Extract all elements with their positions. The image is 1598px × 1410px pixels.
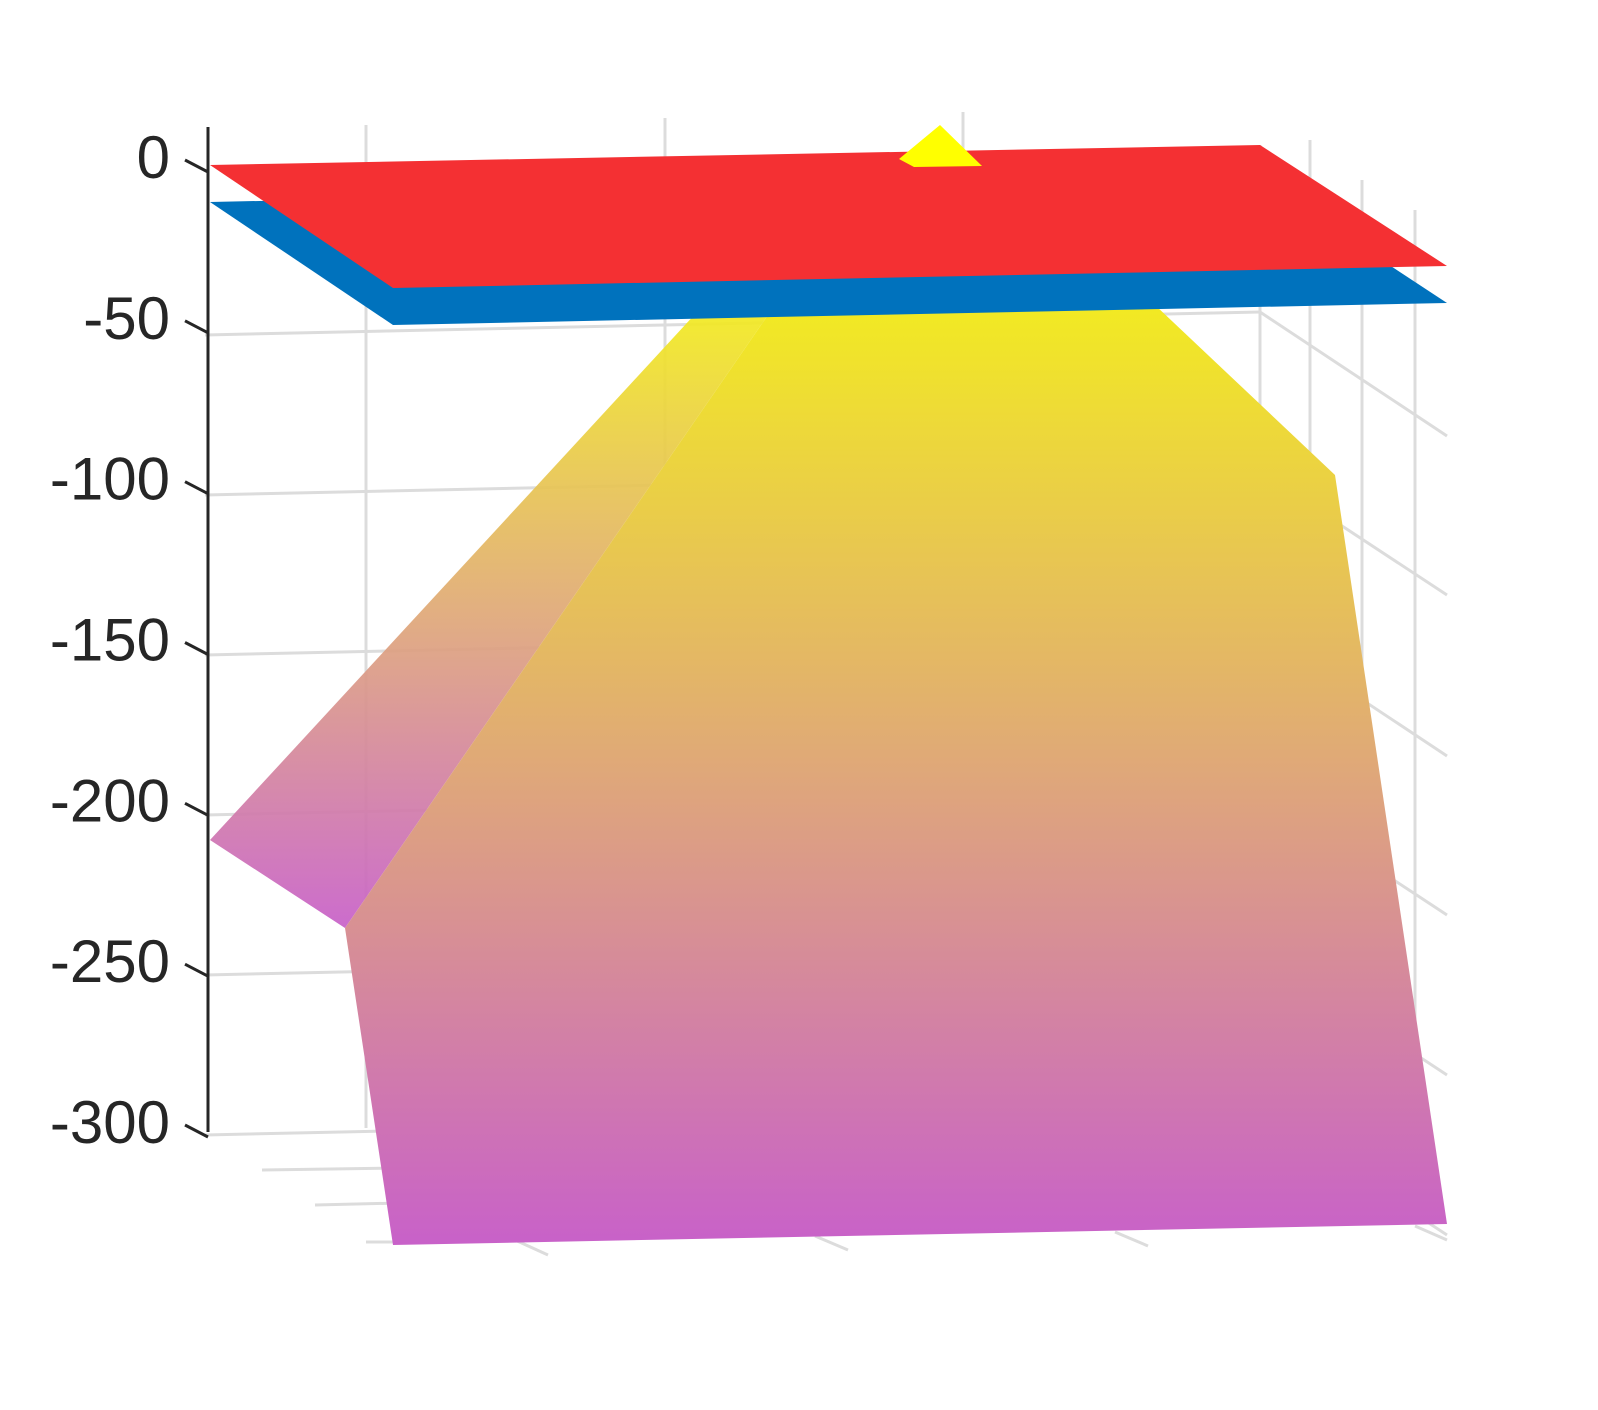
grid-line: [514, 1238, 549, 1257]
z-tick-mark: [184, 319, 209, 335]
grid-line: [814, 1234, 849, 1252]
z-ticks: 0 -50 -100 -150 -200 -250 -300: [50, 124, 209, 1156]
z-tick-label: -250: [50, 928, 170, 995]
z-tick-label: -200: [50, 767, 170, 834]
grid-line: [314, 1201, 401, 1207]
z-tick-mark: [184, 962, 209, 978]
z-tick-label: -150: [50, 607, 170, 674]
grid-line: [261, 1166, 401, 1172]
z-tick-label: -50: [83, 285, 170, 352]
surface-face-front: [345, 305, 1447, 1245]
z-tick-label: 0: [137, 124, 170, 191]
z-tick-mark: [184, 802, 209, 817]
z-tick-mark: [184, 1123, 209, 1139]
main-surface: [210, 305, 1447, 1245]
z-tick-label: -100: [50, 446, 170, 513]
grid-line: [1259, 310, 1448, 438]
surface-face-left: [210, 312, 770, 928]
z-tick-mark: [184, 641, 209, 656]
red-plane: [210, 145, 1447, 288]
surface-peak: [899, 125, 982, 167]
z-tick-mark: [184, 480, 209, 495]
z-tick-mark: [184, 158, 209, 174]
grid-line: [1114, 1230, 1149, 1248]
z-tick-label: -300: [50, 1089, 170, 1156]
grid-line: [1414, 1224, 1448, 1242]
